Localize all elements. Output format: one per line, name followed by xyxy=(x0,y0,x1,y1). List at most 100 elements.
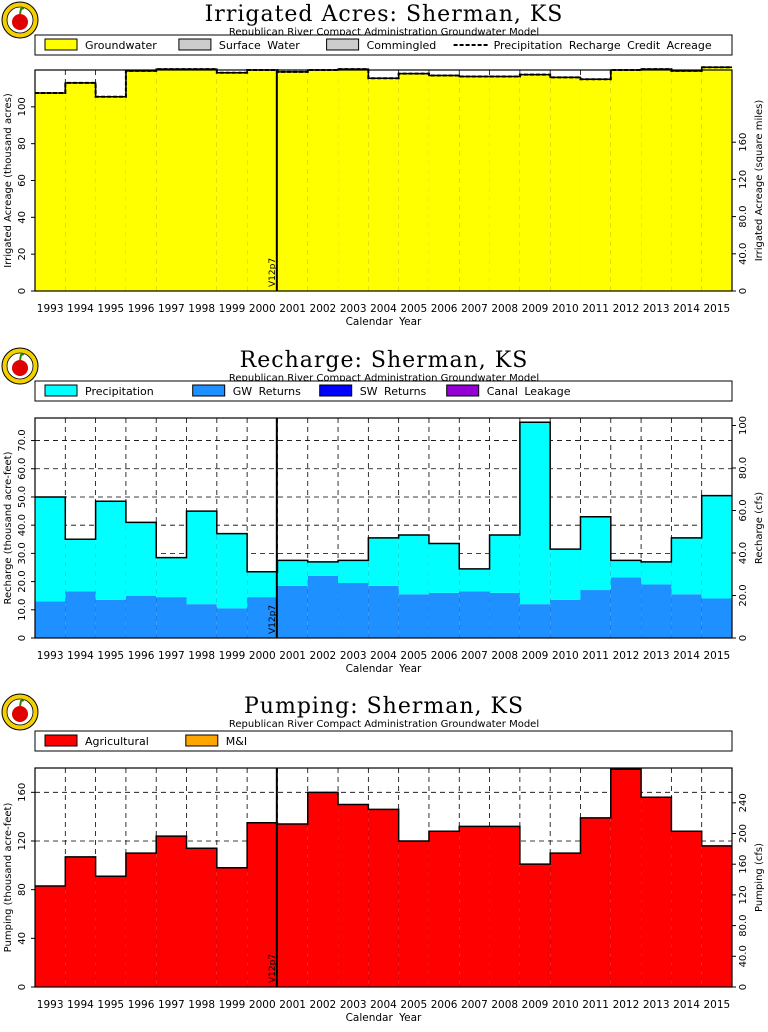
x-tick-label: 2005 xyxy=(400,303,427,315)
bar-groundwater xyxy=(580,79,611,291)
bar-gw-returns xyxy=(277,585,308,638)
bar-precipitation xyxy=(186,511,217,605)
bar-groundwater xyxy=(641,69,672,292)
bar-agricultural xyxy=(550,853,581,987)
bar-top-outline xyxy=(35,421,732,573)
y2-tick-label: 160 xyxy=(738,855,749,874)
y-axis-title: Irrigated Acreage (thousand acres) xyxy=(3,93,14,268)
model-marker-label: V12p7 xyxy=(268,954,278,983)
chart-title: Irrigated Acres: Sherman, KS xyxy=(204,2,564,27)
bar-agricultural xyxy=(125,853,157,987)
y2-axis-title: Recharge (cfs) xyxy=(754,492,765,564)
y-axis-title: Recharge (thousand acre-feet) xyxy=(3,451,14,604)
bar-agricultural xyxy=(186,848,217,987)
y2-tick-label: 40.0 xyxy=(738,542,749,564)
y-tick-label: 30.0 xyxy=(17,542,28,564)
bar-gw-returns xyxy=(368,585,399,638)
recharge-panel: Recharge: Sherman, KS Republican River C… xyxy=(0,346,768,686)
x-tick-label: 1995 xyxy=(97,303,124,315)
x-tick-label: 2015 xyxy=(703,650,730,662)
y-tick-label: 0 xyxy=(17,984,28,990)
y2-tick-label: 200 xyxy=(738,824,749,843)
bar-precipitation xyxy=(519,422,551,605)
y-tick-label: 80 xyxy=(17,137,28,150)
bar-precipitation xyxy=(671,537,702,595)
x-tick-label: 2002 xyxy=(310,650,337,662)
recharge-chart: Precipitation GW Returns SW Returns Canal L… xyxy=(3,380,765,675)
y2-tick-label: 240 xyxy=(738,793,749,812)
y-tick-label: 20.0 xyxy=(17,570,28,592)
x-tick-label: 2013 xyxy=(643,303,670,315)
bar-groundwater xyxy=(550,77,581,291)
bar-precipitation xyxy=(65,539,96,592)
bar-groundwater xyxy=(519,74,551,292)
plot-frame xyxy=(34,767,733,988)
pumping-chart: Agricultural M&I V12p7 0 40 80 120 160 0 40.0 80.0… xyxy=(3,730,765,1024)
x-tick-label: 2009 xyxy=(522,650,549,662)
bar-gw-returns xyxy=(95,599,126,638)
legend-swatch xyxy=(44,38,78,51)
x-tick-label: 2004 xyxy=(370,303,397,315)
bar-agricultural xyxy=(156,836,187,987)
legend-swatch xyxy=(44,384,78,397)
bar-precipitation xyxy=(156,557,187,598)
irrigated-acres-panel: Irrigated Acres: Sherman, KS Republican … xyxy=(0,0,768,340)
bar-groundwater xyxy=(338,69,369,292)
legend-label: Precipitation Recharge Credit Acreage xyxy=(494,39,712,52)
y2-tick-label: 0 xyxy=(738,288,749,294)
apple-logo-icon xyxy=(1,1,39,39)
x-tick-label: 2006 xyxy=(431,303,458,315)
x-tick-label: 2001 xyxy=(279,303,306,315)
x-tick-label: 2000 xyxy=(249,999,276,1011)
y-tick-label: 0 xyxy=(17,635,28,641)
bar-gw-returns xyxy=(398,594,429,638)
x-tick-label: 2000 xyxy=(249,303,276,315)
bar-agricultural xyxy=(338,804,369,987)
pumping-panel: Pumping: Sherman, KS Republican River Co… xyxy=(0,692,768,1032)
x-tick-label: 2001 xyxy=(279,999,306,1011)
bar-precipitation xyxy=(307,561,339,576)
bar-gw-returns xyxy=(338,583,369,638)
y2-axis-title: Pumping (cfs) xyxy=(754,843,765,912)
bar-precipitation xyxy=(580,516,611,591)
bar-agricultural xyxy=(368,809,399,987)
x-tick-label: 1998 xyxy=(188,303,215,315)
x-tick-label: 1997 xyxy=(158,303,185,315)
y2-tick-label: 120 xyxy=(738,170,749,189)
bar-agricultural xyxy=(489,826,520,987)
x-tick-label: 1993 xyxy=(37,999,64,1011)
bar-gw-returns xyxy=(125,595,157,638)
bar-gw-returns xyxy=(641,584,672,638)
x-tick-label: 2005 xyxy=(400,999,427,1011)
bar-groundwater xyxy=(428,75,460,292)
x-tick-label: 2012 xyxy=(613,650,640,662)
legend-swatch xyxy=(178,38,212,51)
bar-agricultural xyxy=(216,867,248,987)
legend-label: Precipitation xyxy=(85,385,154,398)
x-tick-label: 2010 xyxy=(552,650,579,662)
chart-subtitle: Republican River Compact Administration … xyxy=(228,373,540,384)
y-tick-label: 40 xyxy=(17,211,28,224)
x-tick-label: 2005 xyxy=(400,650,427,662)
bar-gw-returns xyxy=(701,598,732,638)
y-tick-label: 20 xyxy=(17,248,28,261)
y-tick-label: 160 xyxy=(17,783,28,802)
bar-groundwater xyxy=(247,70,278,291)
plot-frame xyxy=(34,417,733,639)
bar-groundwater xyxy=(156,69,187,292)
legend-swatch xyxy=(319,384,353,397)
x-tick-label: 1994 xyxy=(67,999,94,1011)
bar-precipitation xyxy=(428,543,460,593)
y-tick-label: 40 xyxy=(17,932,28,945)
x-tick-label: 2007 xyxy=(461,650,488,662)
bar-gw-returns xyxy=(550,599,581,638)
legend-swatch xyxy=(326,38,360,51)
x-axis-title: Calendar Year xyxy=(346,663,422,675)
x-tick-label: 1998 xyxy=(188,999,215,1011)
legend-swatch xyxy=(185,734,219,747)
x-tick-label: 2011 xyxy=(582,999,609,1011)
y-tick-label: 70.0 xyxy=(17,429,28,451)
y2-axis-title: Irrigated Acreage (square miles) xyxy=(754,100,765,262)
x-tick-label: 2010 xyxy=(552,303,579,315)
legend: Groundwater Surface Water Commingled Precip… xyxy=(34,34,733,56)
